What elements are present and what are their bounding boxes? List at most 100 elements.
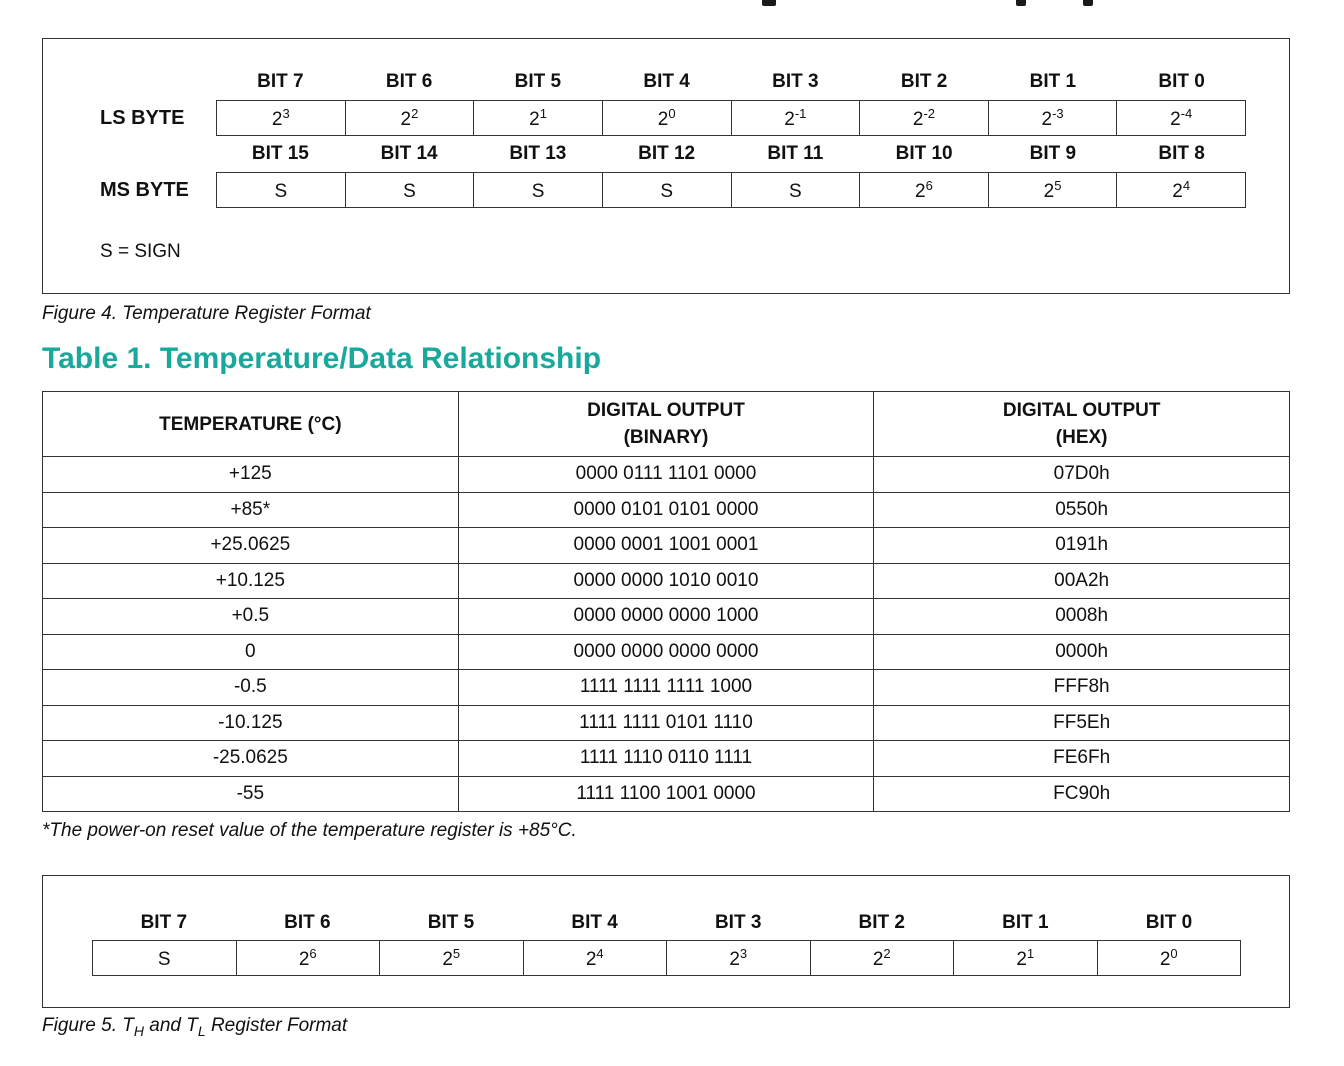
temperature-cell: -10.125 <box>42 704 459 741</box>
temperature-cell: +125 <box>42 456 459 493</box>
bit-label: BIT 10 <box>895 143 953 164</box>
table-row: +10.125 0000 0000 1010 0010 00A2h <box>42 562 1290 599</box>
bit-label: BIT 5 <box>514 71 562 92</box>
binary-cell: 0000 0111 1101 0000 <box>457 456 875 493</box>
binary-cell: 0000 0000 0000 0000 <box>457 633 875 670</box>
figure-4-caption: Figure 4. Temperature Register Format <box>42 303 371 324</box>
temperature-cell: +0.5 <box>42 598 459 635</box>
bit-label: BIT 3 <box>714 912 762 933</box>
hex-cell: 0008h <box>873 598 1290 635</box>
hex-cell: 0000h <box>873 633 1290 670</box>
register-cell: 22 <box>344 100 475 136</box>
bit-label: BIT 2 <box>900 71 948 92</box>
binary-cell: 1111 1111 1111 1000 <box>457 669 875 706</box>
table-footnote: *The power-on reset value of the tempera… <box>42 820 577 841</box>
temperature-cell: 0 <box>42 633 459 670</box>
hex-cell: FF5Eh <box>873 704 1290 741</box>
table-row: 0 0000 0000 0000 0000 0000h <box>42 633 1290 670</box>
cropped-heading-fragment <box>0 0 1344 8</box>
ms-bit-header-row: BIT 15 BIT 14 BIT 13 BIT 12 BIT 11 BIT 1… <box>216 143 1246 165</box>
bit-label: BIT 9 <box>1029 143 1077 164</box>
ms-byte-register: S S S S S 26 25 24 <box>216 172 1246 208</box>
bit-label: BIT 12 <box>638 143 696 164</box>
binary-cell: 0000 0001 1001 0001 <box>457 527 875 564</box>
table-row: +85* 0000 0101 0101 0000 0550h <box>42 491 1290 528</box>
ls-byte-label: LS BYTE <box>100 107 185 129</box>
hex-cell: 00A2h <box>873 562 1290 599</box>
th-tl-register: S 26 25 24 23 22 21 20 <box>92 940 1241 976</box>
figure-4-register-box: BIT 7 BIT 6 BIT 5 BIT 4 BIT 3 BIT 2 BIT … <box>42 38 1290 294</box>
bit-label: BIT 6 <box>284 912 331 933</box>
register-cell: S <box>92 940 237 976</box>
binary-cell: 1111 1100 1001 0000 <box>457 775 875 812</box>
register-cell: 21 <box>473 100 603 136</box>
binary-cell: 0000 0101 0101 0000 <box>457 491 875 528</box>
table-row: -10.125 1111 1111 0101 1110 FF5Eh <box>42 704 1290 741</box>
hex-cell: FE6Fh <box>873 740 1290 777</box>
ls-bit-header-row: BIT 7 BIT 6 BIT 5 BIT 4 BIT 3 BIT 2 BIT … <box>216 71 1246 93</box>
bit-label: BIT 7 <box>140 912 188 933</box>
register-cell: 20 <box>1096 940 1241 976</box>
bit-label: BIT 5 <box>427 912 475 933</box>
hex-cell: 0550h <box>873 491 1290 528</box>
temperature-cell: +25.0625 <box>42 527 459 564</box>
register-cell: S <box>216 172 346 208</box>
register-cell: 23 <box>216 100 346 136</box>
hex-cell: FFF8h <box>873 669 1290 706</box>
bit-label: BIT 6 <box>385 71 433 92</box>
temperature-cell: -25.0625 <box>42 740 459 777</box>
register-cell: S <box>601 172 732 208</box>
column-header-hex: DIGITAL OUTPUT (HEX) <box>873 391 1290 457</box>
sign-legend: S = SIGN <box>100 241 181 262</box>
table-row: +125 0000 0111 1101 0000 07D0h <box>42 456 1290 493</box>
register-cell: 2-1 <box>730 100 861 136</box>
register-cell: 26 <box>235 940 380 976</box>
ms-byte-label: MS BYTE <box>100 179 189 201</box>
binary-cell: 1111 1110 0110 1111 <box>457 740 875 777</box>
hex-cell: FC90h <box>873 775 1290 812</box>
register-cell: 25 <box>987 172 1118 208</box>
table-row: +25.0625 0000 0001 1001 0001 0191h <box>42 527 1290 564</box>
table-row: -0.5 1111 1111 1111 1000 FFF8h <box>42 669 1290 706</box>
binary-cell: 0000 0000 0000 1000 <box>457 598 875 635</box>
figure-5-caption: Figure 5. TH and TL Register Format <box>42 1015 348 1039</box>
bit-label: BIT 8 <box>1158 143 1205 164</box>
register-cell: 2-4 <box>1116 100 1246 136</box>
ls-byte-register: 23 22 21 20 2-1 2-2 2-3 2-4 <box>216 100 1246 136</box>
binary-cell: 1111 1111 0101 1110 <box>457 704 875 741</box>
table-header-row: TEMPERATURE (°C) DIGITAL OUTPUT (BINARY) … <box>42 391 1290 457</box>
temperature-cell: +85* <box>42 491 459 528</box>
table-row: +0.5 0000 0000 0000 1000 0008h <box>42 598 1290 635</box>
bit-label: BIT 0 <box>1145 912 1193 933</box>
register-cell: S <box>730 172 861 208</box>
column-header-temperature: TEMPERATURE (°C) <box>42 391 459 457</box>
register-cell: 26 <box>859 172 989 208</box>
table-row: -25.0625 1111 1110 0110 1111 FE6Fh <box>42 740 1290 777</box>
register-cell: S <box>344 172 475 208</box>
register-cell: 25 <box>379 940 524 976</box>
bit-label: BIT 15 <box>251 143 309 164</box>
temperature-cell: -55 <box>42 775 459 812</box>
bit-label: BIT 4 <box>571 912 618 933</box>
bit-label: BIT 4 <box>643 71 690 92</box>
register-cell: 21 <box>953 940 1098 976</box>
bit-label: BIT 1 <box>1002 912 1049 933</box>
bit-label: BIT 7 <box>257 71 304 92</box>
register-cell: 2-2 <box>859 100 989 136</box>
bit-label: BIT 3 <box>772 71 819 92</box>
binary-cell: 0000 0000 1010 0010 <box>457 562 875 599</box>
register-cell: 24 <box>522 940 667 976</box>
register-cell: 2-3 <box>987 100 1118 136</box>
figure-5-register-box: BIT 7 BIT 6 BIT 5 BIT 4 BIT 3 BIT 2 BIT … <box>42 875 1290 1008</box>
register-cell: S <box>473 172 603 208</box>
temperature-data-table: TEMPERATURE (°C) DIGITAL OUTPUT (BINARY) … <box>42 391 1290 812</box>
bit-label: BIT 1 <box>1029 71 1077 92</box>
bit-label: BIT 13 <box>509 143 567 164</box>
temperature-cell: +10.125 <box>42 562 459 599</box>
bit-label: BIT 2 <box>858 912 905 933</box>
register-cell: 22 <box>809 940 954 976</box>
register-cell: 23 <box>666 940 811 976</box>
table-row: -55 1111 1100 1001 0000 FC90h <box>42 775 1290 812</box>
bit-label: BIT 14 <box>380 143 438 164</box>
hex-cell: 07D0h <box>873 456 1290 493</box>
